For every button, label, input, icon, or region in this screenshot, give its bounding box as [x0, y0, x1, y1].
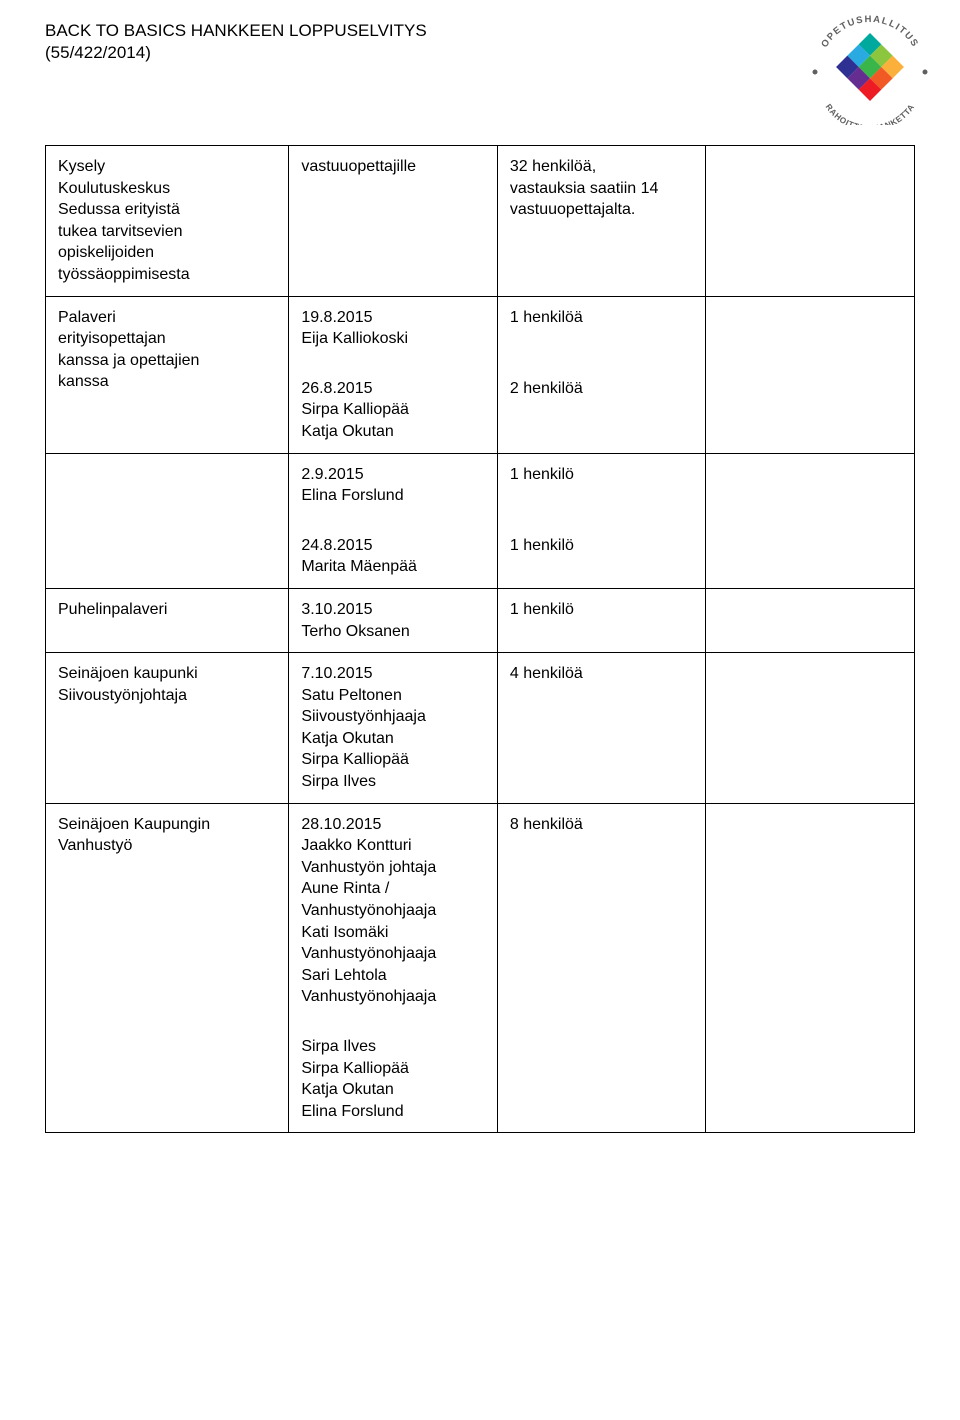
row-col4: [706, 146, 914, 166]
row-col4: [706, 653, 914, 673]
row-col4: [706, 589, 914, 609]
row-col2: 28.10.2015Jaakko KontturiVanhustyön joht…: [289, 804, 497, 1133]
table-row: Seinäjoen KaupunginVanhustyö28.10.2015Ja…: [46, 803, 915, 1133]
row-col2: 2.9.2015Elina Forslund24.8.2015Marita Mä…: [289, 454, 497, 588]
main-table: KyselyKoulutuskeskusSedussa erityistätuk…: [45, 145, 915, 1133]
table-row: Seinäjoen kaupunkiSiivoustyönjohtaja7.10…: [46, 653, 915, 804]
row-col3: 1 henkilöä 2 henkilöä: [498, 297, 706, 453]
table-row: Puhelinpalaveri3.10.2015Terho Oksanen1 h…: [46, 588, 915, 652]
row-col1: Seinäjoen KaupunginVanhustyö: [46, 804, 288, 867]
row-col4: [706, 804, 914, 824]
row-col3: 1 henkilö 1 henkilö: [498, 454, 706, 588]
table-row: Palaverierityisopettajankanssa ja opetta…: [46, 296, 915, 453]
header-line1: BACK TO BASICS HANKKEEN LOPPUSELVITYS: [45, 20, 427, 42]
opetushallitus-logo-icon: OPETUSHALLITUS RAHOITTAA HANKETTA: [805, 10, 935, 125]
row-col4: [706, 454, 914, 474]
row-col2: 19.8.2015Eija Kalliokoski26.8.2015Sirpa …: [289, 297, 497, 453]
page: BACK TO BASICS HANKKEEN LOPPUSELVITYS (5…: [0, 0, 960, 1420]
page-header: BACK TO BASICS HANKKEEN LOPPUSELVITYS (5…: [45, 10, 915, 125]
row-col3: 1 henkilö: [498, 589, 706, 631]
row-col2: 7.10.2015Satu PeltonenSiivoustyönhjaajaK…: [289, 653, 497, 803]
row-col1: Puhelinpalaveri: [46, 589, 288, 631]
svg-text:RAHOITTAA HANKETTA: RAHOITTAA HANKETTA: [824, 102, 917, 125]
row-col1: Palaverierityisopettajankanssa ja opetta…: [46, 297, 288, 403]
table-row: KyselyKoulutuskeskusSedussa erityistätuk…: [46, 146, 915, 297]
row-col1: KyselyKoulutuskeskusSedussa erityistätuk…: [46, 146, 288, 296]
row-col4: [706, 297, 914, 317]
header-title-block: BACK TO BASICS HANKKEEN LOPPUSELVITYS (5…: [45, 10, 427, 64]
row-col1: Seinäjoen kaupunkiSiivoustyönjohtaja: [46, 653, 288, 716]
header-line2: (55/422/2014): [45, 42, 427, 64]
row-col2: vastuuopettajille: [289, 146, 497, 188]
row-col2: 3.10.2015Terho Oksanen: [289, 589, 497, 652]
row-col1: [46, 454, 288, 474]
row-col3: 32 henkilöä,vastauksia saatiin 14vastuuo…: [498, 146, 706, 231]
row-col3: 4 henkilöä: [498, 653, 706, 695]
table-row: 2.9.2015Elina Forslund24.8.2015Marita Mä…: [46, 453, 915, 588]
row-col3: 8 henkilöä: [498, 804, 706, 846]
